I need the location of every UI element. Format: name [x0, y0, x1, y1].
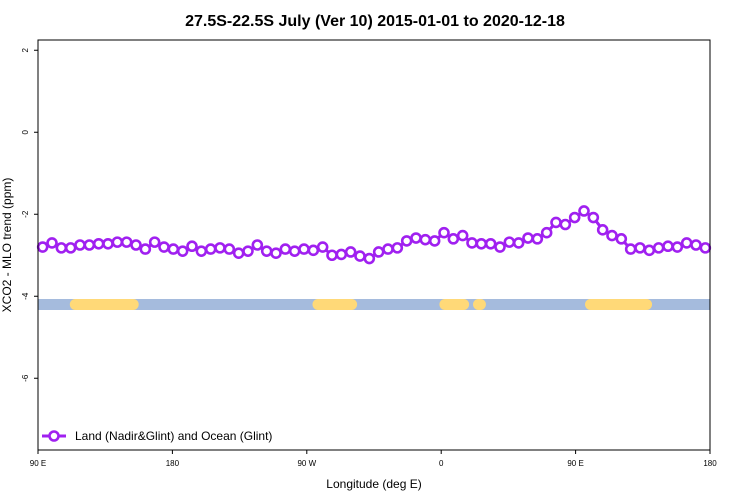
- data-point: [214, 242, 226, 254]
- data-point: [587, 211, 600, 224]
- chart-title: 27.5S-22.5S July (Ver 10) 2015-01-01 to …: [185, 13, 565, 30]
- x-tick-label: 180: [703, 459, 717, 468]
- data-point: [326, 249, 338, 262]
- plot-frame: [37, 39, 711, 451]
- y-tick-label: -6: [21, 374, 30, 382]
- data-point: [634, 242, 646, 254]
- data-point: [690, 239, 702, 251]
- data-point: [456, 229, 469, 242]
- data-point: [83, 239, 96, 251]
- x-tick-label: 0: [439, 459, 444, 468]
- data-point: [578, 205, 590, 217]
- data-point: [512, 237, 525, 249]
- x-axis: 90 E 180 90 W 0 90 E 180: [30, 450, 717, 468]
- data-point: [550, 216, 562, 229]
- data-point: [662, 240, 674, 253]
- data-point: [120, 236, 133, 248]
- data-point: [419, 233, 432, 246]
- x-tick-label: 90 E: [567, 459, 583, 468]
- x-axis-label: Longitude (deg E): [326, 477, 421, 491]
- data-point: [531, 233, 544, 245]
- data-point: [391, 242, 404, 254]
- data-point: [36, 241, 49, 253]
- data-point: [372, 246, 385, 258]
- data-point: [186, 240, 198, 253]
- data-point: [466, 237, 478, 249]
- data-point: [111, 236, 124, 248]
- data-point: [251, 239, 264, 251]
- data-point: [540, 226, 553, 239]
- data-point: [494, 241, 506, 253]
- data-point: [652, 242, 665, 254]
- data-point: [307, 244, 320, 257]
- y-axis: -6 -4 -2 0 2: [21, 47, 38, 382]
- data-point: [260, 245, 273, 257]
- data-point: [270, 247, 282, 259]
- x-tick-label: 180: [166, 459, 180, 468]
- data-point: [596, 224, 609, 236]
- data-point: [568, 211, 581, 224]
- data-point: [522, 232, 534, 244]
- data-point: [447, 233, 460, 245]
- y-tick-label: -4: [21, 292, 30, 300]
- data-point: [102, 237, 114, 250]
- data-point: [148, 236, 161, 248]
- data-point: [484, 237, 497, 250]
- data-point: [438, 226, 450, 239]
- data-point: [64, 242, 77, 254]
- data-point: [624, 243, 637, 255]
- legend-marker: [48, 430, 60, 442]
- data-point: [232, 247, 245, 259]
- data-point: [130, 239, 142, 251]
- data-point: [223, 243, 236, 255]
- data-point: [699, 242, 712, 254]
- data-point: [382, 243, 394, 255]
- data-point: [559, 218, 572, 231]
- data-point: [363, 252, 376, 265]
- x-tick-label: 90 W: [297, 459, 316, 468]
- legend: Land (Nadir&Glint) and Ocean (Glint): [42, 429, 272, 443]
- data-point: [158, 241, 170, 253]
- data-point: [195, 245, 208, 257]
- data-point: [74, 239, 86, 251]
- data-point: [176, 245, 189, 257]
- data-point: [204, 243, 217, 255]
- data-point: [139, 243, 152, 255]
- data-point: [671, 241, 684, 253]
- x-tick-label: 90 E: [30, 459, 46, 468]
- series-layer: [36, 205, 712, 265]
- data-point: [503, 236, 516, 248]
- data-point: [615, 233, 628, 245]
- data-point: [316, 241, 329, 253]
- data-point: [46, 237, 58, 249]
- y-tick-label: 0: [21, 129, 30, 134]
- data-point: [680, 237, 693, 249]
- data-point: [335, 248, 348, 261]
- y-tick-label: -2: [21, 210, 30, 218]
- legend-label: Land (Nadir&Glint) and Ocean (Glint): [75, 429, 272, 443]
- data-point: [400, 235, 413, 247]
- data-point: [643, 244, 656, 257]
- data-point: [344, 246, 357, 258]
- data-point: [55, 242, 68, 254]
- data-point: [298, 243, 310, 255]
- data-point: [92, 237, 105, 250]
- data-point: [288, 245, 301, 257]
- data-point: [167, 243, 180, 255]
- data-point: [606, 229, 618, 242]
- data-point: [410, 232, 422, 244]
- y-axis-label: XCO2 - MLO trend (ppm): [0, 178, 14, 313]
- data-point: [279, 243, 292, 255]
- y-tick-label: 2: [21, 47, 30, 52]
- data-point: [354, 250, 366, 262]
- data-point: [475, 237, 488, 250]
- data-point: [242, 245, 254, 257]
- data-point: [428, 235, 441, 247]
